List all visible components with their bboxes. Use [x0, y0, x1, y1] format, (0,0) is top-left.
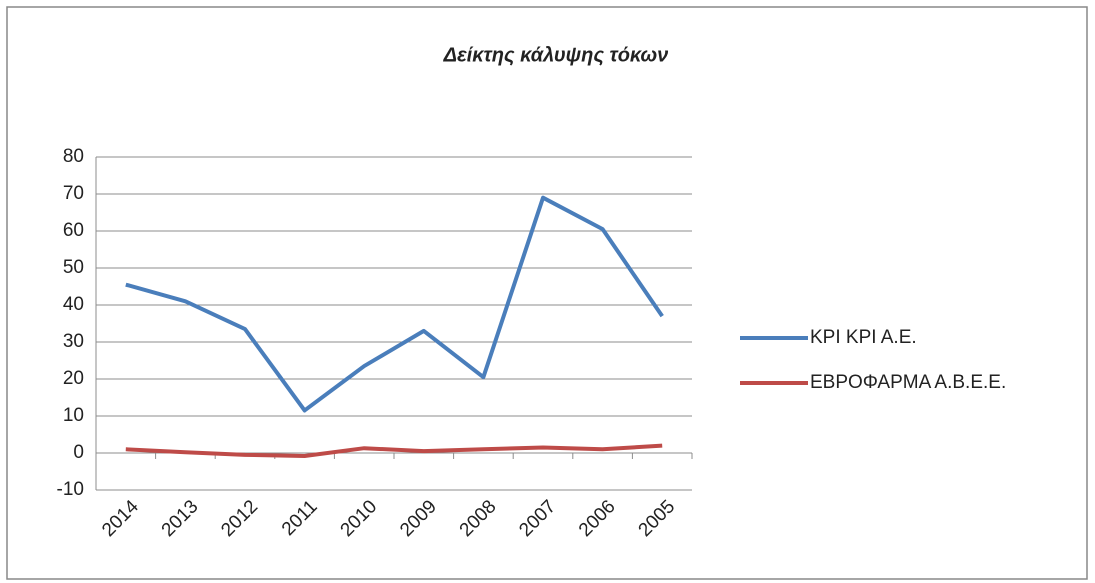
y-tick-label: 10	[63, 405, 84, 426]
legend-label: ΕΒΡΟΦΑΡΜΑ Α.Β.Ε.Ε.	[810, 372, 1006, 393]
y-tick-label: 50	[63, 257, 84, 278]
y-tick-label: -10	[57, 479, 84, 500]
series-line	[125, 443, 663, 458]
y-tick-label: 30	[63, 331, 84, 352]
y-tick-label: 80	[63, 146, 84, 167]
y-tick-label: 70	[63, 183, 84, 204]
chart-title: Δείκτης κάλυψης τόκων	[443, 44, 669, 66]
y-tick-label: 60	[63, 220, 84, 241]
series-line	[125, 195, 664, 413]
y-tick-label: 0	[73, 442, 84, 463]
legend-label: KPI KPI A.E.	[810, 327, 917, 348]
chart-frame	[6, 6, 1088, 580]
y-tick-label: 40	[63, 294, 84, 315]
y-tick-label: 20	[63, 368, 84, 389]
